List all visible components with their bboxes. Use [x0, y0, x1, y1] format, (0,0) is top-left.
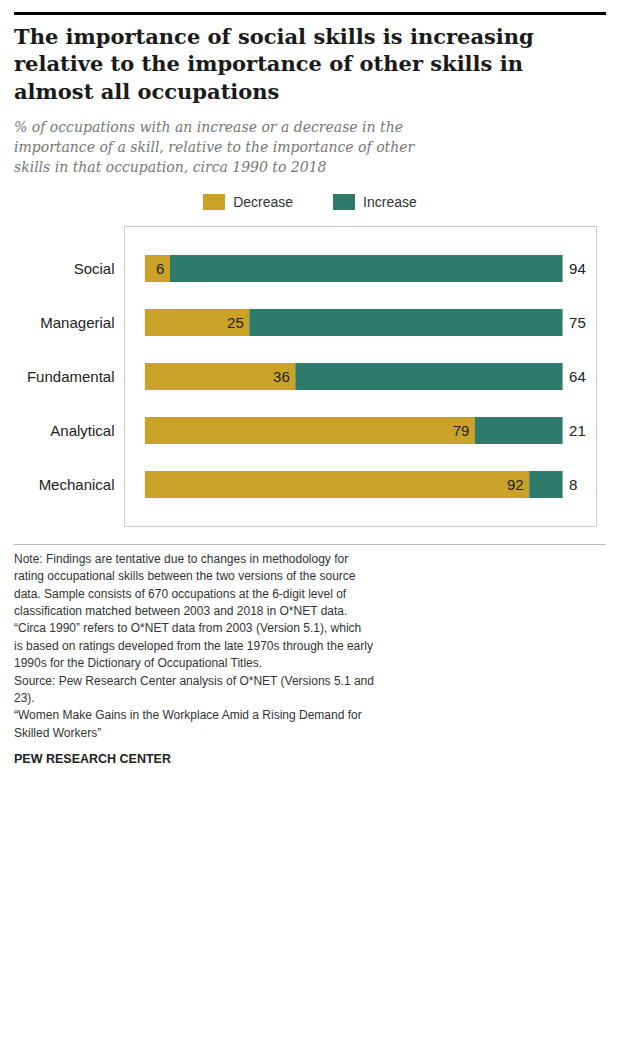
html-text:PEW RESEARCH CENTER: PEW RESEARCH CENTER — [14, 752, 171, 767]
svg-text:Fundamental: Fundamental — [27, 368, 115, 385]
svg-text:Managerial: Managerial — [40, 314, 114, 331]
html-text:% of occupations with an incre: % of occupations with an increase or a d… — [14, 118, 415, 176]
svg-text:94: 94 — [569, 260, 586, 277]
svg-text:21: 21 — [569, 422, 586, 439]
svg-text:Analytical: Analytical — [50, 422, 114, 439]
svg-text:92: 92 — [507, 476, 524, 493]
svg-text:79: 79 — [453, 422, 470, 439]
svg-text:Mechanical: Mechanical — [39, 476, 115, 493]
svg-text:6: 6 — [156, 260, 164, 277]
html-text:The importance of social skill: The importance of social skills is incre… — [14, 24, 534, 104]
svg-text:Social: Social — [74, 260, 115, 277]
svg-text:36: 36 — [273, 368, 290, 385]
html-text:Decrease: Decrease — [233, 193, 294, 210]
svg-text:25: 25 — [227, 314, 244, 331]
svg-text:75: 75 — [569, 314, 586, 331]
svg-text:64: 64 — [569, 368, 586, 385]
html-text:Increase: Increase — [363, 193, 417, 210]
svg-text:8: 8 — [569, 476, 577, 493]
html-text:Note: Findings are tentative d: Note: Findings are tentative due to chan… — [14, 551, 374, 740]
